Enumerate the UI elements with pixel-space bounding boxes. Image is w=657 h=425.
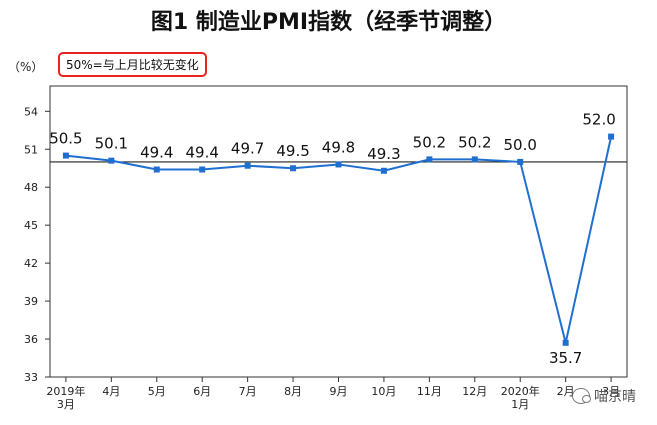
data-label: 35.7 xyxy=(549,349,582,367)
data-point xyxy=(608,133,615,140)
data-point xyxy=(471,156,478,163)
x-tick-label: 3月 xyxy=(602,385,620,398)
plot-frame xyxy=(49,85,628,378)
x-tick-label: 10月 xyxy=(371,385,396,398)
y-tick-label: 39 xyxy=(24,295,38,308)
x-tick-label: 12月 xyxy=(462,385,487,398)
y-tick-label: 54 xyxy=(24,105,38,118)
x-tick-label: 4月 xyxy=(102,385,120,398)
x-tick-label: 9月 xyxy=(330,385,348,398)
data-label: 49.5 xyxy=(276,142,309,160)
x-tick-label: 7月 xyxy=(239,385,257,398)
x-tick-label: 8月 xyxy=(284,385,302,398)
x-tick-label: 11月 xyxy=(417,385,442,398)
data-point xyxy=(335,161,342,168)
data-point xyxy=(244,162,251,169)
y-tick-label: 48 xyxy=(24,181,38,194)
x-tick-label: 1月 xyxy=(511,398,529,411)
data-label: 49.3 xyxy=(367,145,400,163)
watermark: 喵京晴 xyxy=(572,386,636,406)
x-tick-label: 2019年 xyxy=(46,384,85,398)
y-tick-label: 33 xyxy=(24,371,38,384)
annotation-box: 50%=与上月比较无变化 xyxy=(58,52,207,77)
x-tick-label: 6月 xyxy=(193,385,211,398)
series-line xyxy=(65,136,613,344)
unit-label: （%） xyxy=(8,60,44,74)
data-point xyxy=(517,158,524,165)
data-point xyxy=(380,167,387,174)
y-tick-label: 51 xyxy=(24,143,38,156)
data-point xyxy=(562,339,569,346)
data-point xyxy=(426,156,433,163)
y-tick-label: 42 xyxy=(24,257,38,270)
data-label: 50.0 xyxy=(504,136,537,154)
watermark-text: 喵京晴 xyxy=(594,389,636,405)
y-tick-label: 45 xyxy=(24,219,38,232)
data-label: 50.2 xyxy=(413,133,446,151)
x-tick-label: 3月 xyxy=(57,398,75,411)
data-label: 49.8 xyxy=(322,138,355,156)
data-point xyxy=(108,157,115,164)
data-label: 49.4 xyxy=(140,144,173,162)
wechat-icon xyxy=(572,388,591,404)
data-point xyxy=(62,152,69,159)
data-label: 50.1 xyxy=(95,135,128,153)
data-label: 49.4 xyxy=(185,144,218,162)
data-point xyxy=(290,165,297,172)
data-point xyxy=(199,166,206,173)
data-label: 50.5 xyxy=(49,130,82,148)
x-tick-label: 5月 xyxy=(148,385,166,398)
chart-title: 图1 制造业PMI指数（经季节调整） xyxy=(150,10,507,35)
data-point xyxy=(153,166,160,173)
y-tick-label: 36 xyxy=(24,333,38,346)
x-tick-label: 2020年 xyxy=(501,384,540,398)
data-label: 50.2 xyxy=(458,133,491,151)
data-label: 49.7 xyxy=(231,140,264,158)
data-label: 52.0 xyxy=(582,111,615,129)
x-tick-label: 2月 xyxy=(557,385,575,398)
